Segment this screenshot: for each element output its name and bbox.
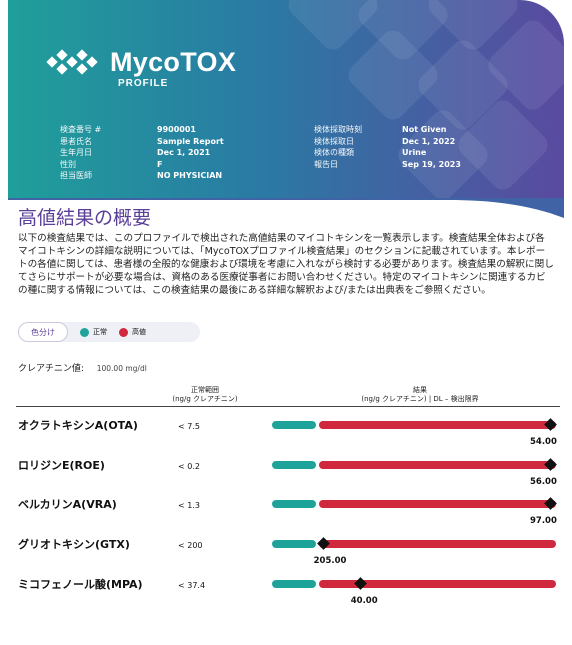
report-header: MycoTOX PROFILE 検査番号 # 患者氏名生年月日性別担当医師 9900… [8, 0, 564, 198]
high-range-bar [319, 580, 556, 588]
result-range: < 200 [178, 541, 203, 550]
result-range: < 1.3 [178, 501, 200, 510]
section-title: 高値結果の概要 [18, 207, 152, 229]
high-range-bar [319, 500, 556, 508]
normal-range-bar [272, 421, 316, 429]
result-name: オクラトキシンA(OTA) [18, 419, 138, 432]
specimen-info: 検体採取時刻 検体採取日検体の種類報告日 Not Given Dec 1, 2022 U… [314, 124, 461, 170]
normal-dot-icon [80, 327, 89, 337]
logo-diamonds-icon [46, 49, 98, 75]
result-column-header: 結果 (ng/g クレアチニン) | DL – 検出限界 [361, 386, 479, 403]
result-name: ミコフェノール酸(MPA) [18, 578, 143, 591]
info-label: 検体採取日 [314, 136, 354, 146]
creatinine-label: クレアチニン値: [18, 364, 84, 374]
result-range: < 37.4 [178, 581, 206, 590]
result-value: 205.00 [313, 556, 347, 566]
result-value: 56.00 [530, 477, 557, 487]
result-name: グリオトキシン(GTX) [18, 538, 130, 551]
header-ribbon [8, 198, 564, 218]
normal-range-bar [272, 540, 316, 548]
info-label: 検体の種類 [314, 148, 354, 157]
info-value: F [157, 159, 163, 169]
result-name: ロリジンE(ROE) [18, 459, 105, 472]
result-value: 40.00 [350, 596, 378, 606]
info-value: Not Given [402, 125, 447, 134]
legend-key-label: 色分け [18, 322, 68, 342]
header-divider [16, 406, 560, 407]
info-value: Dec 1, 2022 [402, 136, 456, 146]
info-label: 生年月日 [60, 148, 92, 157]
range-column-header: 正常範囲 (ng/g クレアチニン) [172, 386, 238, 403]
creatinine-level: クレアチニン値: 100.00 mg/dl [18, 361, 147, 374]
mycotox-logo: MycoTOX PROFILE [46, 48, 236, 89]
info-label: 検査番号 # [60, 125, 102, 134]
info-value: Sample Report [157, 136, 224, 146]
summary-description: 以下の検査結果では、このプロファイルで検出された高値結果のマイコトキシンを一覧表… [18, 233, 554, 296]
info-value: Urine [402, 148, 427, 157]
info-value: Dec 1, 2021 [157, 148, 211, 157]
result-range: < 7.5 [178, 422, 200, 431]
brand-subtitle: PROFILE [118, 78, 169, 89]
normal-range-bar [272, 500, 316, 508]
normal-range-bar [272, 461, 316, 469]
info-label: 性別 [60, 159, 76, 169]
info-label: 報告日 [314, 159, 338, 169]
result-name: ベルカリンA(VRA) [18, 498, 117, 511]
info-label: 担当医師 [60, 171, 92, 180]
legend-normal-label: 正常 [93, 328, 107, 336]
legend-high-label: 高値 [132, 328, 146, 336]
info-value: Sep 19, 2023 [402, 159, 461, 169]
result-range: < 0.2 [178, 462, 200, 471]
high-range-bar [319, 540, 556, 548]
info-label: 患者氏名 [60, 136, 92, 146]
normal-range-bar [272, 580, 316, 588]
result-value: 97.00 [530, 516, 557, 526]
color-legend: 色分け 正常 高値 [18, 322, 200, 342]
info-value: 9900001 [157, 125, 196, 134]
info-label: 検体採取時刻 [314, 125, 362, 134]
creatinine-value: 100.00 mg/dl [96, 364, 147, 373]
result-value: 54.00 [530, 437, 557, 447]
high-dot-icon [119, 327, 128, 337]
brand-name: MycoTOX [110, 47, 237, 77]
high-range-bar [319, 461, 556, 469]
info-value: NO PHYSICIAN [157, 171, 223, 180]
high-range-bar [319, 421, 556, 429]
patient-info: 検査番号 # 患者氏名生年月日性別担当医師 9900001 Sample Report… [60, 124, 224, 182]
